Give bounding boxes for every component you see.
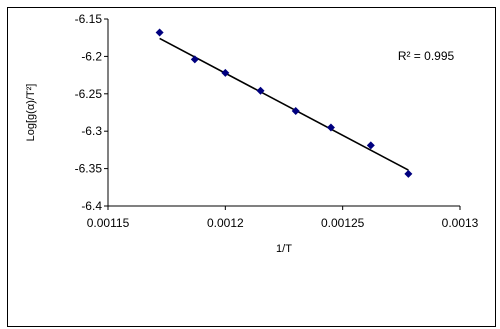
x-tick-label: 0.0013: [442, 216, 479, 230]
chart-frame: -6.15 -6.2 -6.25 -6.3 -6.35 -6.4 0.00115 0.0012…: [7, 7, 496, 327]
data-point: [190, 55, 199, 64]
data-point: [404, 169, 413, 178]
y-tick-label: -6.15: [75, 12, 103, 26]
y-tick-label: -6.25: [75, 87, 103, 101]
data-point: [221, 68, 230, 77]
y-tick-label: -6.35: [75, 162, 103, 176]
x-axis-title: 1/T: [276, 243, 292, 255]
x-tick-label: 0.00125: [321, 216, 365, 230]
scatter-chart: -6.15 -6.2 -6.25 -6.3 -6.35 -6.4 0.00115 0.0012…: [25, 12, 479, 255]
x-tick-label: 0.0012: [207, 216, 244, 230]
data-point: [155, 28, 164, 37]
data-point: [366, 141, 375, 150]
y-tick-label: -6.3: [81, 124, 102, 138]
trendline: [159, 37, 409, 171]
y-tick-label: -6.2: [81, 49, 102, 63]
y-axis-title: Log[g(α)/T²]: [25, 84, 37, 142]
data-point: [291, 107, 300, 116]
data-point: [326, 123, 335, 132]
x-tick-label: 0.00115: [87, 216, 130, 230]
r-squared-label: R² = 0.995: [398, 49, 455, 63]
data-point: [256, 86, 265, 95]
y-tick-label: -6.4: [81, 199, 102, 213]
